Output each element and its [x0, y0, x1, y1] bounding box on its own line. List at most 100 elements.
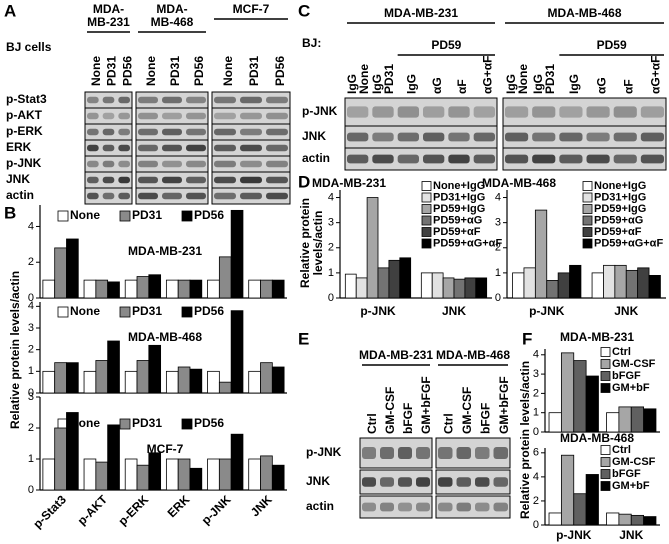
- lane-label: None: [89, 56, 103, 86]
- y-tick-label: 0: [28, 484, 34, 496]
- y-tick-label: 1: [28, 365, 34, 377]
- blot-band: [586, 106, 610, 118]
- lane-label: PD56: [192, 56, 206, 86]
- blot-band: [505, 106, 529, 118]
- chart-title: MCF-7: [147, 442, 184, 456]
- bar: [54, 362, 67, 394]
- blot-band: [372, 106, 394, 118]
- blot-band: [362, 477, 376, 487]
- cell-line-label: MDA-: [93, 2, 124, 16]
- blot-band: [102, 192, 115, 200]
- x-tick-label: ERK: [165, 492, 193, 520]
- treatment-label: PD59: [597, 38, 627, 52]
- blot-band: [87, 128, 99, 136]
- legend-swatch: [600, 383, 611, 393]
- panel-label: B: [4, 203, 16, 222]
- legend-swatch: [119, 418, 131, 430]
- bar: [189, 279, 203, 299]
- y-tick-label: 0: [533, 426, 539, 438]
- bar: [177, 458, 191, 491]
- y-tick-label: 1: [495, 267, 501, 279]
- legend-label: PD56: [194, 304, 224, 318]
- blot-band: [186, 112, 206, 120]
- bar: [83, 370, 97, 394]
- bar: [548, 412, 562, 433]
- blot-band: [102, 176, 115, 184]
- y-tick-label: 0: [533, 519, 539, 531]
- cell-line-label: MB-231: [87, 15, 130, 29]
- blot-band: [559, 106, 583, 118]
- bar: [124, 370, 138, 394]
- blot-band: [532, 132, 556, 142]
- x-tick-label: p-JNK: [529, 304, 565, 318]
- blot-band: [240, 160, 262, 168]
- chart-title: MDA-MB-231: [312, 176, 386, 190]
- lane-label: Ctrl: [441, 413, 455, 434]
- bar: [218, 381, 232, 394]
- bar: [453, 278, 466, 299]
- protein-label: JNK: [6, 172, 30, 186]
- blot-band: [186, 144, 206, 152]
- blot-band: [138, 176, 158, 184]
- blot-band: [240, 128, 262, 136]
- blot-band: [162, 96, 182, 104]
- lane-label: GM+bFGF: [497, 376, 511, 434]
- bar: [442, 277, 455, 299]
- y-tick-label: 4: [533, 471, 539, 483]
- blot-band: [398, 502, 412, 512]
- bar: [124, 458, 138, 491]
- protein-label: JNK: [306, 474, 330, 488]
- blot-band: [438, 447, 453, 459]
- bar: [464, 277, 477, 299]
- legend-label: Ctrl: [612, 346, 631, 358]
- x-tick-label: p-AKT: [75, 492, 111, 528]
- legend-label: PD59+αF: [433, 226, 481, 238]
- blot-band: [214, 144, 236, 152]
- chart-title: MDA-MB-468: [560, 431, 634, 445]
- protein-label: p-ERK: [6, 124, 43, 138]
- panel-label: C: [298, 1, 310, 20]
- blot-band: [380, 477, 394, 487]
- blot-strip: [344, 147, 498, 171]
- blot-band: [240, 176, 262, 184]
- bar: [107, 340, 120, 394]
- blot-band: [493, 477, 508, 487]
- blot-strip: [359, 495, 433, 519]
- blot-band: [559, 132, 583, 142]
- bar: [355, 277, 368, 299]
- blot-band: [475, 477, 490, 487]
- blot-band: [240, 112, 262, 120]
- blot-band: [186, 176, 206, 184]
- bar: [230, 433, 244, 491]
- bar: [165, 279, 179, 299]
- legend-swatch: [181, 306, 193, 318]
- bar: [512, 272, 525, 299]
- lane-label: PD31: [168, 56, 182, 86]
- cell-line-label: MCF-7: [233, 2, 270, 16]
- blot-band: [87, 112, 99, 120]
- bar: [648, 274, 661, 299]
- blot-band: [214, 112, 236, 120]
- blot-band: [102, 96, 115, 104]
- blot-band: [640, 132, 664, 142]
- blot-band: [347, 132, 369, 142]
- bar: [124, 279, 138, 299]
- bar: [230, 310, 244, 394]
- bar: [66, 412, 79, 491]
- blot-band: [416, 447, 430, 459]
- bar: [218, 256, 232, 299]
- legend-swatch: [582, 227, 593, 237]
- x-tick-label: JNK: [442, 304, 466, 318]
- lane-label: GM+bFGF: [419, 376, 433, 434]
- bar: [431, 272, 444, 299]
- lane-label: PD56: [120, 56, 134, 86]
- lane-label: IgG: [504, 74, 518, 94]
- legend-label: None+IgG: [594, 180, 646, 192]
- lane-label: IgG: [531, 74, 545, 94]
- blot-band: [186, 192, 206, 200]
- y-tick-label: 2: [28, 422, 34, 434]
- bar: [260, 279, 273, 299]
- bar: [189, 467, 203, 491]
- lane-label: bFGF: [478, 403, 492, 434]
- blot-band: [532, 106, 556, 118]
